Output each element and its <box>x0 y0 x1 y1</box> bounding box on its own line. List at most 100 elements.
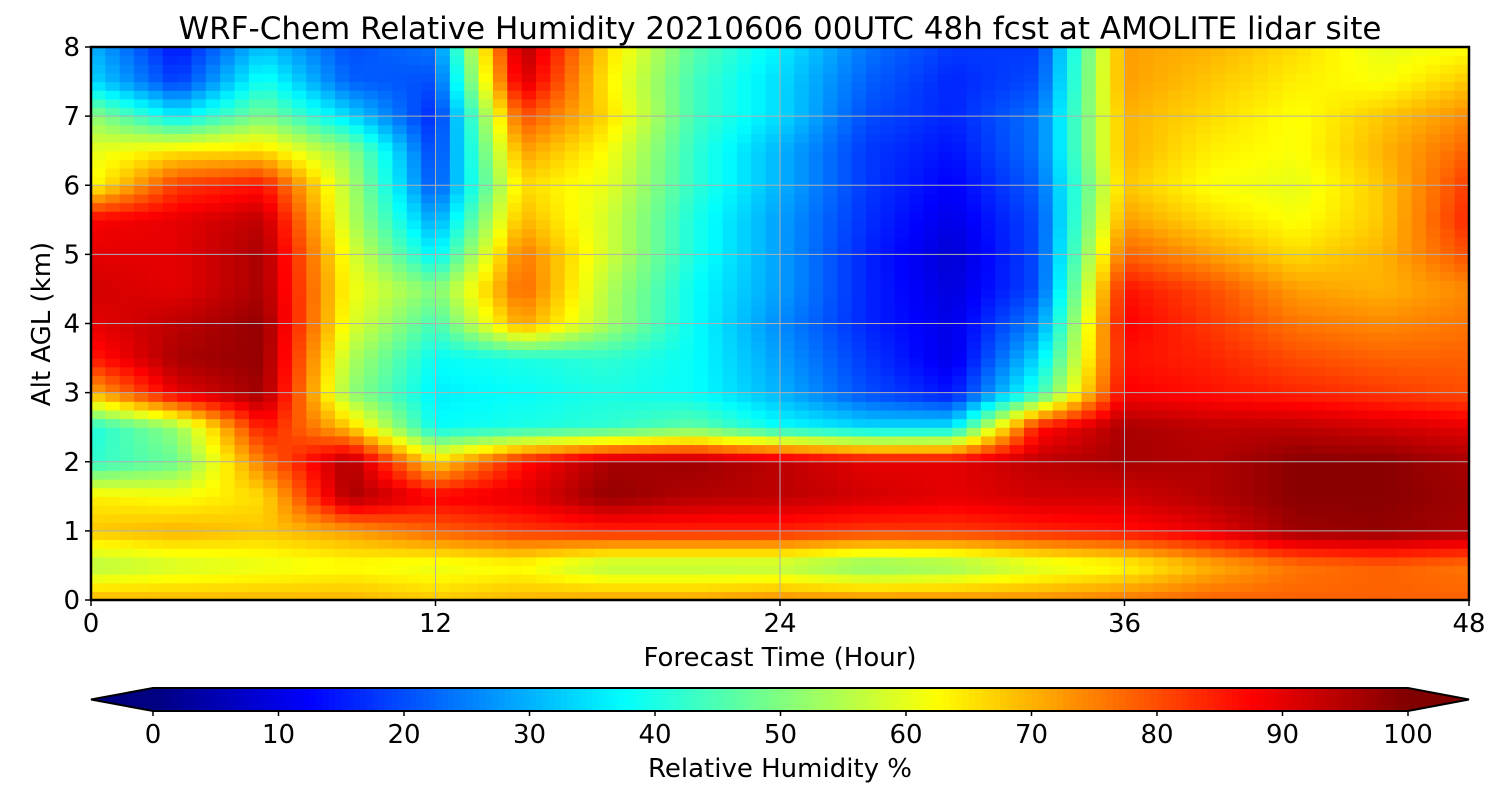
heatmap-cell <box>464 522 480 532</box>
heatmap-cell <box>808 263 824 273</box>
heatmap-cell <box>1196 202 1212 212</box>
heatmap-cell <box>894 254 910 264</box>
heatmap-cell <box>751 150 767 160</box>
heatmap-cell <box>1368 539 1384 549</box>
heatmap-cell <box>550 193 566 204</box>
heatmap-cell <box>823 574 839 584</box>
heatmap-cell <box>765 453 781 463</box>
heatmap-cell <box>134 461 150 471</box>
heatmap-cell <box>234 150 250 160</box>
heatmap-cell <box>507 453 523 463</box>
heatmap-cell <box>1124 582 1140 592</box>
heatmap-cell <box>693 427 709 437</box>
heatmap-cell <box>952 159 968 169</box>
heatmap-cell <box>851 176 867 186</box>
heatmap-cell <box>521 159 537 169</box>
heatmap-cell <box>794 565 810 575</box>
heatmap-cell <box>966 202 982 212</box>
heatmap-cell <box>435 453 451 463</box>
heatmap-cell <box>392 444 408 454</box>
heatmap-cell <box>134 245 150 255</box>
heatmap-cell <box>177 263 193 273</box>
heatmap-cell <box>105 340 121 351</box>
heatmap-cell <box>794 539 810 549</box>
heatmap-cell <box>1024 548 1039 558</box>
heatmap-cell <box>693 219 709 230</box>
heatmap-cell <box>564 314 580 325</box>
heatmap-cell <box>722 271 738 281</box>
heatmap-cell <box>263 470 279 480</box>
heatmap-cell <box>722 470 738 480</box>
heatmap-cell <box>1425 496 1441 506</box>
heatmap-cell <box>1239 513 1255 523</box>
heatmap-cell <box>1311 366 1327 376</box>
heatmap-cell <box>105 479 121 489</box>
heatmap-cell <box>1167 461 1183 471</box>
heatmap-cell <box>1024 427 1039 437</box>
heatmap-cell <box>1052 565 1068 575</box>
heatmap-cell <box>220 375 236 385</box>
heatmap-cell <box>535 548 551 558</box>
heatmap-cell <box>866 150 882 160</box>
heatmap-cell <box>291 470 307 480</box>
heatmap-cell <box>980 565 996 575</box>
heatmap-cell <box>751 185 767 195</box>
heatmap-cell <box>1397 366 1413 376</box>
heatmap-cell <box>1397 409 1413 420</box>
heatmap-cell <box>1325 461 1341 471</box>
heatmap-cell <box>1411 591 1427 601</box>
heatmap-cell <box>521 582 537 592</box>
heatmap-cell <box>535 349 551 359</box>
heatmap-cell <box>521 383 537 394</box>
heatmap-cell <box>550 332 566 342</box>
heatmap-cell <box>909 219 925 230</box>
heatmap-cell <box>607 401 623 411</box>
heatmap-cell <box>277 332 293 342</box>
heatmap-cell <box>205 237 221 247</box>
heatmap-cell <box>823 435 839 446</box>
heatmap-cell <box>1339 297 1355 307</box>
heatmap-cell <box>966 496 982 506</box>
heatmap-cell <box>952 211 968 221</box>
heatmap-cell <box>679 323 695 333</box>
heatmap-cell <box>1411 522 1427 532</box>
heatmap-cell <box>1239 582 1255 592</box>
heatmap-cell <box>1167 487 1183 497</box>
heatmap-cell <box>1440 306 1456 316</box>
heatmap-cell <box>105 401 121 411</box>
heatmap-cell <box>363 591 379 601</box>
heatmap-cell <box>1354 159 1370 169</box>
heatmap-cell <box>693 453 709 463</box>
heatmap-cell <box>765 211 781 221</box>
heatmap-cell <box>1368 504 1384 515</box>
heatmap-cell <box>923 418 939 428</box>
heatmap-cell <box>837 487 853 497</box>
heatmap-cell <box>1124 479 1140 489</box>
heatmap-cell <box>1081 323 1097 333</box>
heatmap-cell <box>191 383 207 394</box>
heatmap-cell <box>579 271 594 281</box>
heatmap-cell <box>622 314 638 325</box>
heatmap-cell <box>622 254 638 264</box>
heatmap-cell <box>665 539 681 549</box>
heatmap-cell <box>1339 470 1355 480</box>
heatmap-cell <box>306 574 322 584</box>
heatmap-cell <box>665 185 681 195</box>
heatmap-cell <box>1224 306 1240 316</box>
heatmap-cell <box>1110 306 1126 316</box>
heatmap-cell <box>177 453 193 463</box>
heatmap-cell <box>1081 349 1097 359</box>
heatmap-cell <box>191 167 207 178</box>
heatmap-cell <box>751 366 767 376</box>
heatmap-cell <box>866 453 882 463</box>
heatmap-cell <box>277 539 293 549</box>
heatmap-cell <box>736 297 752 307</box>
heatmap-cell <box>564 453 580 463</box>
heatmap-cell <box>1009 340 1025 351</box>
heatmap-cell <box>708 254 724 264</box>
heatmap-cell <box>1095 375 1111 385</box>
heatmap-cell <box>1024 358 1039 368</box>
heatmap-cell <box>148 479 164 489</box>
heatmap-cell <box>492 263 508 273</box>
heatmap-cell <box>636 444 652 454</box>
